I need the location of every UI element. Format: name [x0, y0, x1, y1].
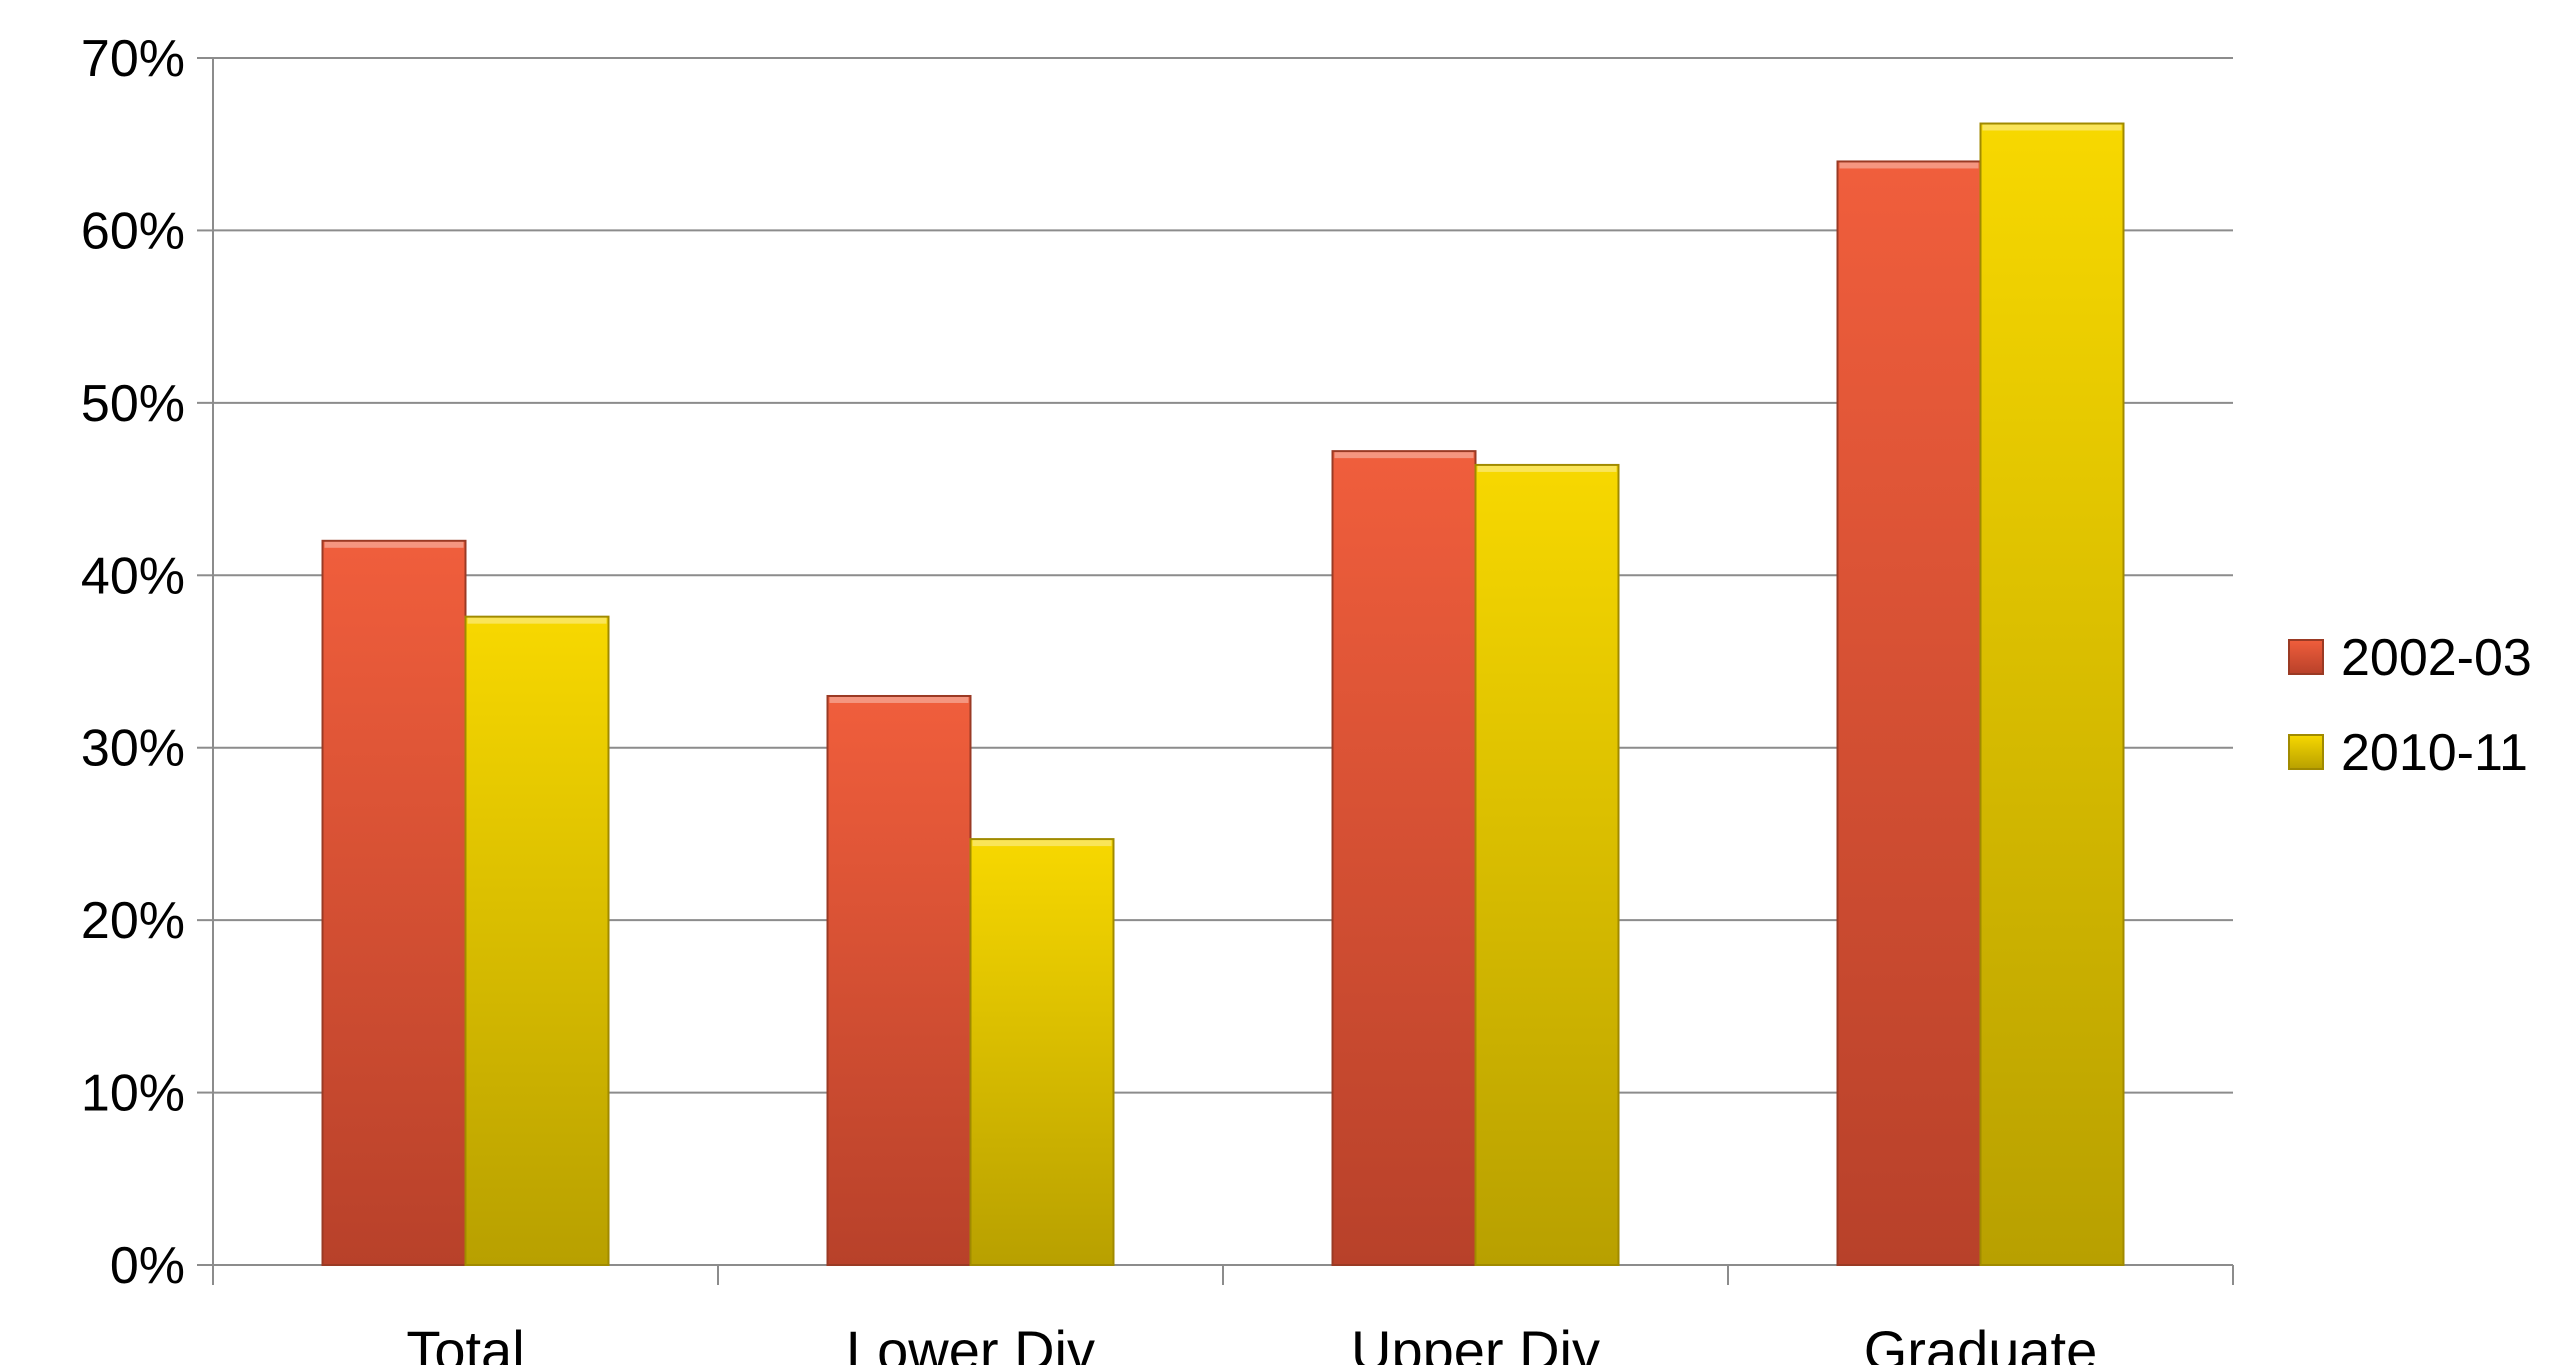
bars — [321, 122, 2125, 1267]
x-tick-label: Upper Div — [1351, 1319, 1600, 1365]
x-tick-label: Graduate — [1864, 1319, 2098, 1365]
bar-highlight — [1982, 124, 2122, 131]
bar-highlight — [467, 617, 607, 624]
bar-highlight — [829, 696, 969, 703]
bar-2010-11-upper-div — [1474, 463, 1620, 1266]
bar-highlight — [1839, 162, 1979, 169]
legend-swatch — [2288, 639, 2324, 675]
legend-label: 2010-11 — [2341, 724, 2528, 782]
y-tick-label: 40% — [81, 547, 185, 605]
y-tick-label: 20% — [81, 892, 185, 950]
legend-swatch — [2288, 734, 2324, 770]
x-axis-tick-labels: Total Lower Div Upper Div Graduate — [406, 1319, 2098, 1370]
bar-2002-03-lower-div — [826, 694, 972, 1266]
bar-2010-11-total — [464, 615, 610, 1266]
y-tick-label: 60% — [81, 202, 185, 260]
bar-2002-03-upper-div — [1331, 450, 1477, 1266]
y-tick-label: 70% — [81, 30, 185, 88]
y-tick-label: 30% — [81, 720, 185, 778]
bar-2002-03-total — [321, 539, 467, 1266]
bar-2002-03-graduate — [1836, 160, 1982, 1266]
y-tick-label: 50% — [81, 375, 185, 433]
legend-label: 2002-03 — [2341, 629, 2532, 687]
bar-highlight — [1334, 452, 1474, 459]
bar-2010-11-lower-div — [969, 838, 1115, 1266]
y-tick-label: 10% — [81, 1065, 185, 1123]
bar-highlight — [1477, 465, 1617, 472]
legend: 2002-03 2010-11 — [2288, 629, 2532, 782]
bar-2010-11-graduate — [1979, 122, 2125, 1267]
bar-highlight — [972, 840, 1112, 847]
x-tick-label: Lower Div — [846, 1319, 1095, 1365]
y-axis-tick-labels: 0% 10% 20% 30% 40% 50% 60% 70% — [81, 30, 185, 1295]
x-tick-label: Total — [406, 1319, 524, 1365]
y-tick-label: 0% — [110, 1237, 185, 1295]
bar-highlight — [324, 541, 464, 548]
